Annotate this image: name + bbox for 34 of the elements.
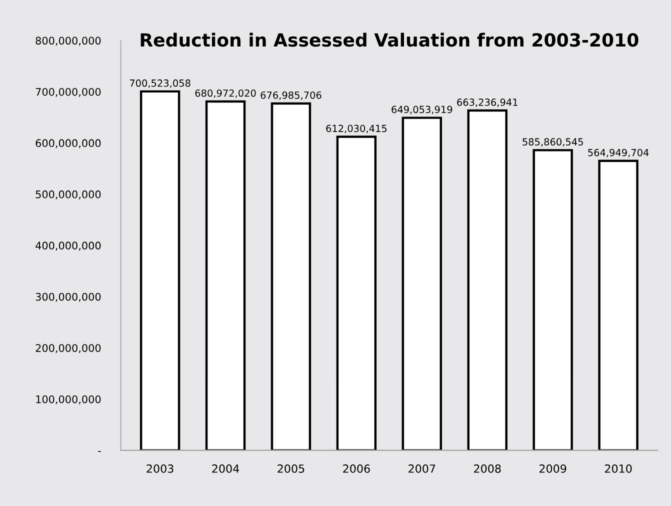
y-tick-label: 700,000,000 — [36, 88, 101, 97]
x-tick-label: 2006 — [343, 464, 370, 473]
data-label: 676,985,706 — [260, 91, 322, 100]
bar — [467, 109, 508, 450]
x-tick-label: 2008 — [474, 464, 501, 473]
x-tick-label: 2005 — [278, 464, 304, 473]
data-label: 649,053,919 — [392, 106, 452, 114]
bar — [205, 100, 246, 450]
y-tick-label: 400,000,000 — [36, 242, 101, 251]
y-tick-label: 500,000,000 — [36, 190, 101, 200]
data-label: 585,860,545 — [522, 138, 583, 147]
bar — [532, 149, 573, 450]
chart-title: Reduction in Assessed Valuation from 2003-2010 — [140, 32, 638, 47]
x-tick-label: 2007 — [408, 464, 436, 473]
y-tick-label: 800,000,000 — [36, 36, 101, 46]
y-tick-label: 600,000,000 — [36, 139, 101, 148]
y-tick-label: 100,000,000 — [36, 395, 101, 404]
data-label: 663,236,941 — [457, 98, 518, 107]
data-label: 680,972,020 — [195, 89, 256, 98]
y-tick-label: 200,000,000 — [36, 344, 101, 354]
x-tick-label: 2010 — [604, 464, 632, 473]
y-tick-label: - — [98, 451, 101, 452]
bar — [402, 116, 442, 450]
bar — [336, 136, 377, 450]
bar — [270, 102, 312, 450]
data-label: 564,949,704 — [588, 148, 649, 158]
x-tick-label: 2003 — [146, 464, 174, 473]
bar — [140, 90, 180, 450]
x-tick-label: 2004 — [212, 464, 240, 473]
data-label: 612,030,415 — [326, 124, 387, 134]
data-label: 700,523,058 — [130, 79, 190, 88]
y-tick-label: 300,000,000 — [36, 292, 101, 302]
bar — [598, 160, 638, 450]
x-tick-label: 2009 — [540, 464, 566, 473]
